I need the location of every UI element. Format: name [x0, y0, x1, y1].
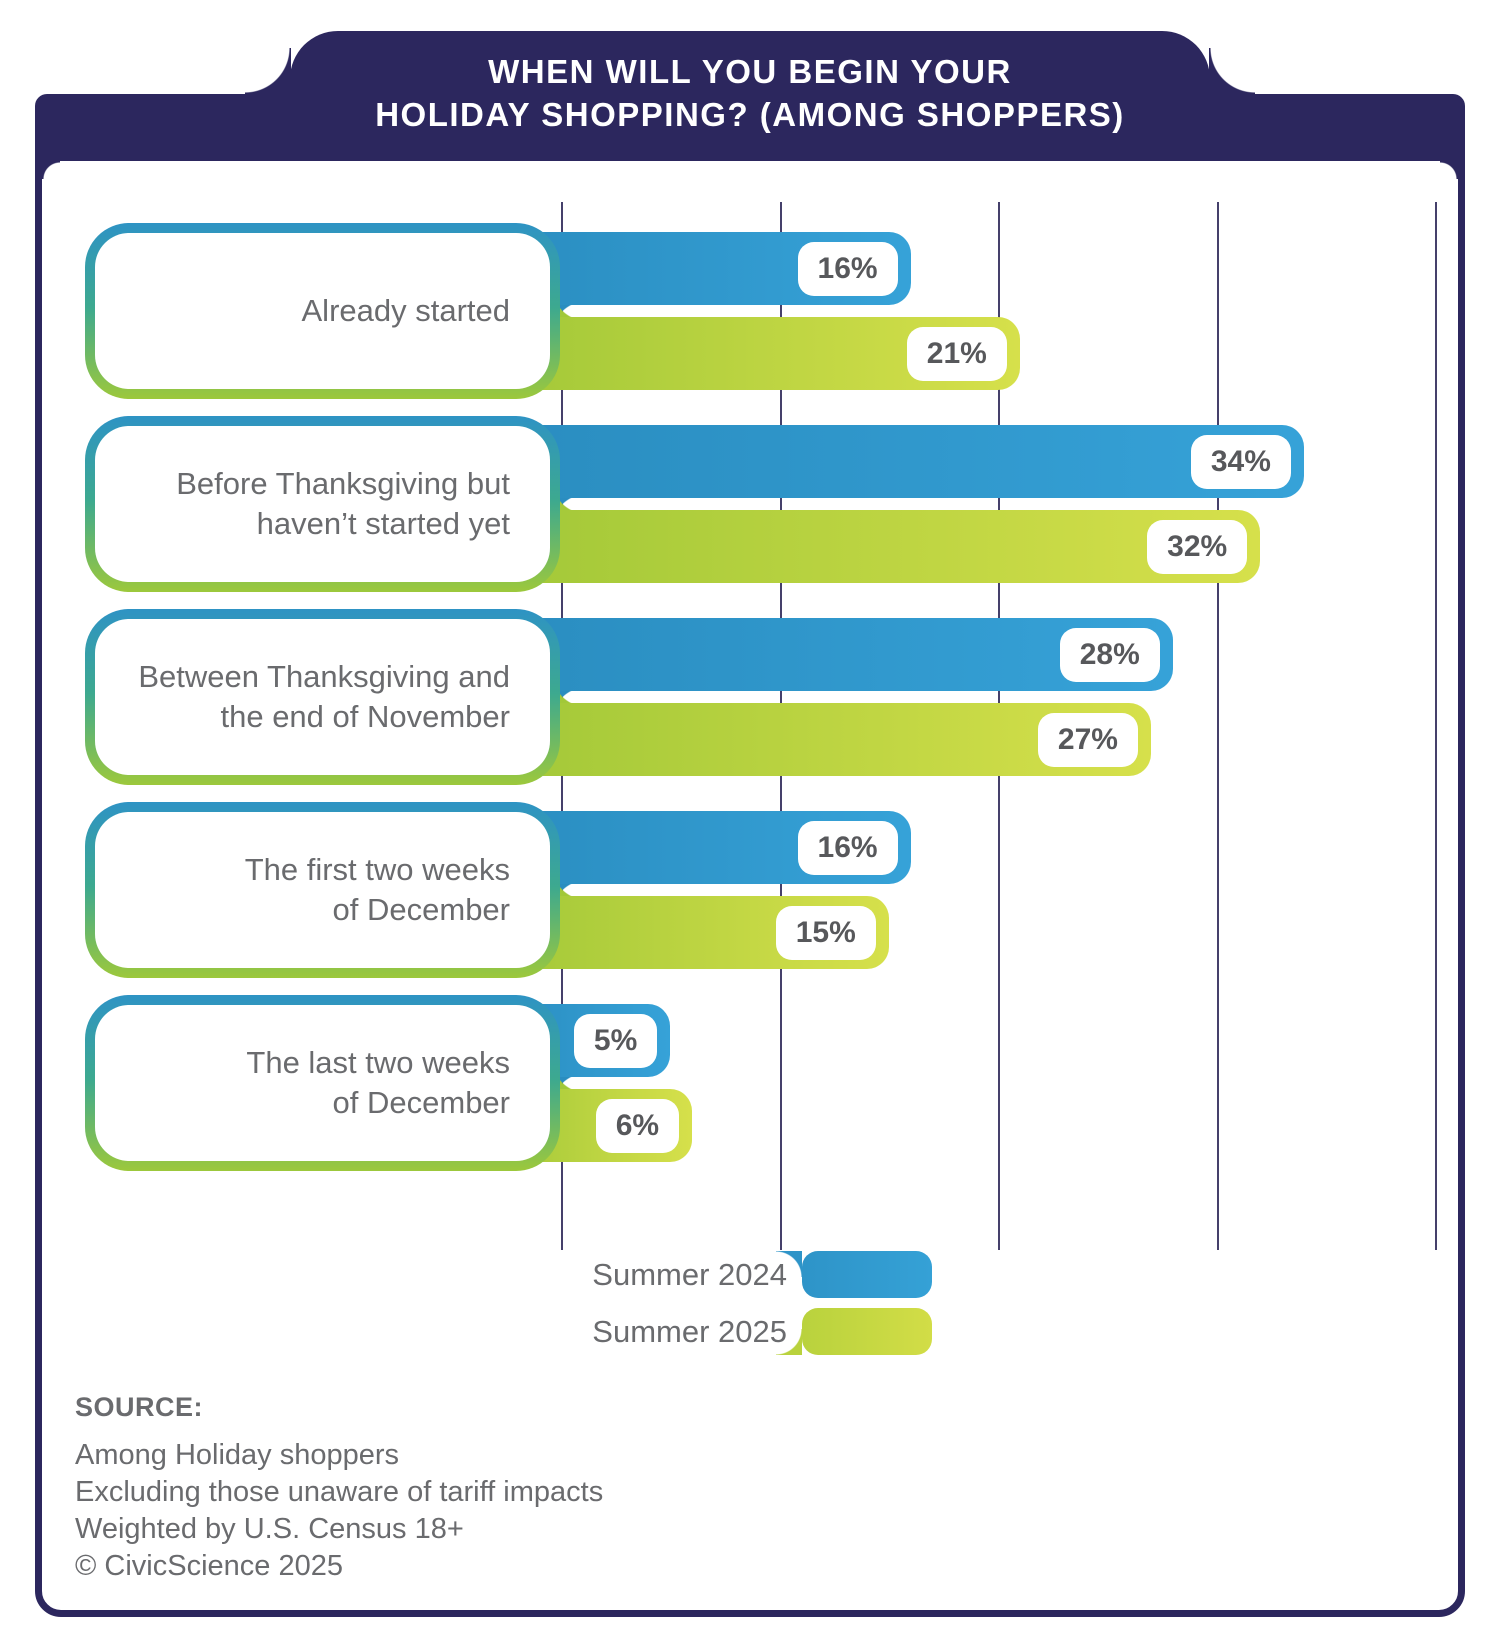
bar-summer-2024: 34%: [500, 425, 1304, 528]
source-line: © CivicScience 2025: [75, 1550, 343, 1582]
source-block: SOURCE: Among Holiday shoppers Excluding…: [75, 1392, 603, 1585]
page-title-line1: WHEN WILL YOU BEGIN YOUR: [488, 53, 1012, 90]
value-chip: 28%: [1059, 627, 1160, 682]
value-chip: 34%: [1190, 434, 1291, 489]
gridline: [1216, 202, 1219, 1250]
legend: Summer 2024 Summer 2025: [0, 1251, 932, 1365]
legend-swatch-summer-2025: [776, 1308, 932, 1355]
category-label-box: The first two weeks of December: [85, 802, 560, 978]
bar-summer-2024: 28%: [500, 618, 1173, 721]
gridline: [1435, 202, 1437, 1250]
value-chip: 16%: [797, 241, 898, 296]
bar-group: 28% 27% Between Thanksgiving and the end of…: [0, 609, 1500, 785]
bar-summer-2024: 16%: [500, 811, 911, 914]
category-label: The last two weeks of December: [95, 1005, 550, 1161]
legend-row-summer-2024: Summer 2024: [0, 1251, 932, 1298]
value-chip: 5%: [573, 1013, 658, 1068]
source-line: Among Holiday shoppers: [75, 1439, 400, 1471]
source-line: Excluding those unaware of tariff impact…: [75, 1476, 604, 1508]
legend-label-summer-2025: Summer 2025: [592, 1313, 787, 1349]
category-label: The first two weeks of December: [95, 812, 550, 968]
category-label: Already started: [95, 233, 550, 389]
category-label: Before Thanksgiving but haven’t started y…: [95, 426, 550, 582]
bar-group: 16% 21% Already started: [0, 223, 1500, 399]
category-label-box: Between Thanksgiving and the end of Novem…: [85, 609, 560, 785]
bar-summer-2025: 21%: [500, 287, 1020, 390]
bar-summer-2024: 16%: [500, 232, 911, 335]
page-title: WHEN WILL YOU BEGIN YOUR HOLIDAY SHOPPIN…: [0, 50, 1500, 136]
category-label-box: Before Thanksgiving but haven’t started y…: [85, 416, 560, 592]
source-line: Weighted by U.S. Census 18+: [75, 1513, 464, 1545]
value-chip: 16%: [797, 820, 898, 875]
bar-summer-2025: 15%: [500, 866, 889, 969]
value-chip: 15%: [775, 905, 876, 960]
header-tab-shape: [245, 31, 1255, 101]
legend-label-summer-2024: Summer 2024: [592, 1256, 787, 1292]
bar-summer-2025: 32%: [500, 480, 1261, 583]
category-label: Between Thanksgiving and the end of Novem…: [95, 619, 550, 775]
category-label-box: The last two weeks of December: [85, 995, 560, 1171]
bar-summer-2025: 27%: [500, 673, 1151, 776]
value-chip: 32%: [1147, 519, 1248, 574]
header-band: [42, 101, 1458, 179]
legend-row-summer-2025: Summer 2025: [0, 1308, 932, 1355]
value-chip: 21%: [906, 326, 1007, 381]
bar-group: 16% 15% The first two weeks of December: [0, 802, 1500, 978]
bar-group: 34% 32% Before Thanksgiving but haven’t sta…: [0, 416, 1500, 592]
value-chip: 27%: [1037, 712, 1138, 767]
category-label-box: Already started: [85, 223, 560, 399]
source-heading: SOURCE:: [75, 1392, 204, 1422]
legend-swatch-summer-2024: [776, 1251, 932, 1298]
bar-group: 5% 6% The last two weeks of December: [0, 995, 1500, 1171]
value-chip: 6%: [595, 1098, 680, 1153]
page-title-line2: HOLIDAY SHOPPING? (AMONG SHOPPERS): [375, 96, 1125, 133]
